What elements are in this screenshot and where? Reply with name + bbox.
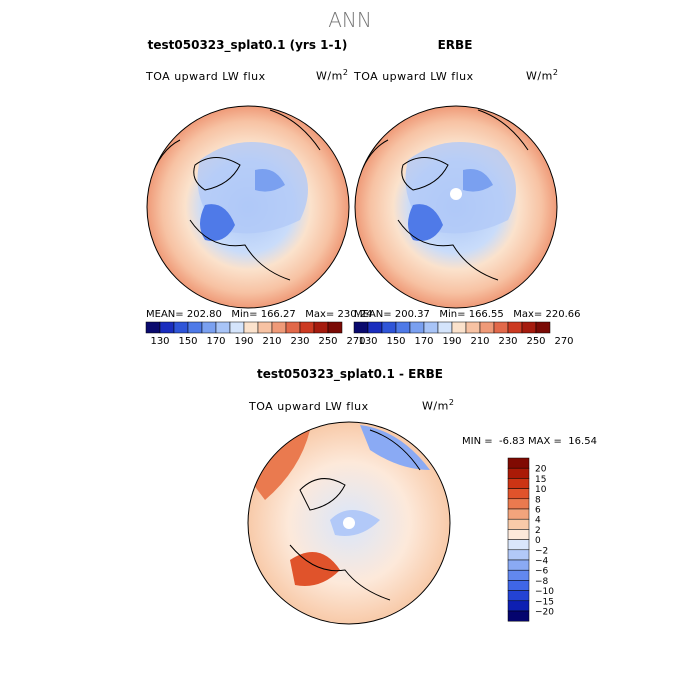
panel1-colorbar-tick-label: 250 [318, 336, 337, 347]
panel2-colorbar-swatch [381, 321, 397, 334]
diff-colorbar-swatch [507, 508, 530, 520]
panel1-colorbar-swatch [201, 321, 217, 334]
panel2-colorbar-swatch [423, 321, 439, 334]
panel1-colorbar-swatch [271, 321, 287, 334]
panel1-colorbar: 130 150 170 190 210 230 250 270 [145, 321, 366, 347]
panel2-colorbar-swatch [493, 321, 509, 334]
diff-colorbar-swatch [507, 549, 530, 561]
panel1-colorbar-swatch [243, 321, 259, 334]
diff-colorbar-swatch [507, 600, 530, 612]
diff-colorbar-swatch [507, 539, 530, 551]
panel2-colorbar-swatch [521, 321, 537, 334]
diff-colorbar-tick-label: 6 [535, 506, 541, 516]
diff-colorbar-tick-label: −6 [535, 567, 549, 577]
panel2-colorbar: 130 150 170 190 210 230 250 270 [353, 321, 574, 347]
panel2-colorbar-swatch [367, 321, 383, 334]
panel2-colorbar-swatch [507, 321, 523, 334]
panel2-units: W/m2 [526, 68, 559, 83]
panel1-colorbar-swatch [145, 321, 161, 334]
panel2-colorbar-swatch [535, 321, 551, 334]
panel1-units: W/m2 [316, 68, 349, 83]
panel1-colorbar-tick-label: 230 [290, 336, 309, 347]
diff-colorbar-swatch [507, 590, 530, 602]
diff-colorbar-swatch [507, 529, 530, 540]
diff-colorbar-tick-label: 20 [535, 465, 547, 475]
panel1-colorbar-tick-label: 170 [206, 336, 225, 347]
panel1-outline [146, 105, 350, 309]
diff-colorbar-tick-label: 2 [535, 526, 541, 536]
panel2-colorbar-swatch [395, 321, 411, 334]
diff-colorbar-swatch [507, 569, 530, 581]
panel2-stats: MEAN= 200.37 Min= 166.55 Max= 220.66 [354, 309, 581, 320]
panel1-variable: TOA upward LW flux [146, 70, 266, 83]
diff-colorbar-tick-label: 4 [535, 516, 541, 526]
panel2-colorbar-swatch [409, 321, 425, 334]
panel1-colorbar-swatch [327, 321, 343, 334]
panel3-title: test050323_splat0.1 - ERBE [257, 367, 443, 381]
panel3-variable: TOA upward LW flux [249, 400, 369, 413]
diff-colorbar-swatch [507, 559, 530, 571]
panel3-units: W/m2 [422, 398, 455, 413]
panel1-colorbar-swatch [285, 321, 301, 334]
panel2-colorbar-swatch [451, 321, 467, 334]
panel2-colorbar-tick-label: 130 [358, 336, 377, 347]
panel1-colorbar-swatch [229, 321, 245, 334]
diff-colorbar-tick-label: 10 [535, 485, 547, 495]
panel1-colorbar-swatch [313, 321, 329, 334]
diff-colorbar-tick-label: 8 [535, 495, 541, 505]
panel1-title: test050323_splat0.1 (yrs 1-1) [147, 38, 348, 52]
panel1-colorbar-swatch [215, 321, 231, 334]
panel2-colorbar-swatch [465, 321, 481, 334]
panel2-colorbar-tick-label: 150 [386, 336, 405, 347]
panel3-stats: MIN = -6.83 MAX = 16.54 [462, 436, 597, 447]
panel2-colorbar-tick-label: 230 [498, 336, 517, 347]
panel2-colorbar-tick-label: 190 [442, 336, 461, 347]
panel1-colorbar-tick-label: 210 [262, 336, 281, 347]
panel2-colorbar-tick-label: 250 [526, 336, 545, 347]
panel2-colorbar-swatch [479, 321, 495, 334]
diff-colorbar-swatch [507, 478, 530, 489]
diff-colorbar-tick-label: −15 [535, 597, 554, 607]
main-title: ANN [328, 8, 372, 32]
diff-colorbar-tick-label: 15 [535, 475, 546, 485]
diff-colorbar-swatch [507, 467, 530, 479]
panel3-outline [247, 421, 451, 625]
panel2-variable: TOA upward LW flux [354, 70, 474, 83]
diff-colorbar-swatch [507, 457, 530, 469]
diff-colorbar-tick-label: −4 [535, 557, 549, 567]
panel1-colorbar-swatch [173, 321, 189, 334]
panel1-colorbar-swatch [187, 321, 203, 334]
panel2-colorbar-tick-label: 270 [554, 336, 573, 347]
panel1-colorbar-swatch [159, 321, 175, 334]
diff-colorbar-swatch [507, 518, 530, 530]
panel1-colorbar-swatch [257, 321, 273, 334]
panel2-colorbar-tick-label: 170 [414, 336, 433, 347]
panel1-colorbar-swatch [299, 321, 315, 334]
panel1-colorbar-tick-label: 150 [178, 336, 197, 347]
diff-colorbar-swatch [507, 488, 530, 500]
panel2-colorbar-tick-label: 210 [470, 336, 489, 347]
panel2-colorbar-swatch [437, 321, 453, 334]
diff-colorbar-swatch [507, 610, 530, 622]
panel2-outline [354, 105, 558, 309]
panel3-map [248, 422, 450, 624]
panel1-map [147, 106, 349, 308]
panel1-colorbar-tick-label: 270 [346, 336, 365, 347]
panel1-stats: MEAN= 202.80 Min= 166.27 Max= 230.24 [146, 309, 373, 320]
panel2-colorbar-swatch [353, 321, 369, 334]
panel2-map [355, 106, 557, 308]
diff-colorbar-swatch [507, 580, 530, 591]
diff-colorbar-tick-label: −8 [535, 577, 549, 587]
diff-colorbar-swatch [507, 498, 530, 510]
diff-colorbar-tick-label: −2 [535, 546, 548, 556]
panel2-title: ERBE [437, 38, 473, 52]
diff-colorbar-tick-label: 0 [535, 536, 541, 546]
panel1-colorbar-tick-label: 130 [150, 336, 169, 347]
diff-colorbar-tick-label: −20 [535, 608, 554, 618]
diff-colorbar-tick-label: −10 [535, 587, 554, 597]
panel1-colorbar-tick-label: 190 [234, 336, 253, 347]
